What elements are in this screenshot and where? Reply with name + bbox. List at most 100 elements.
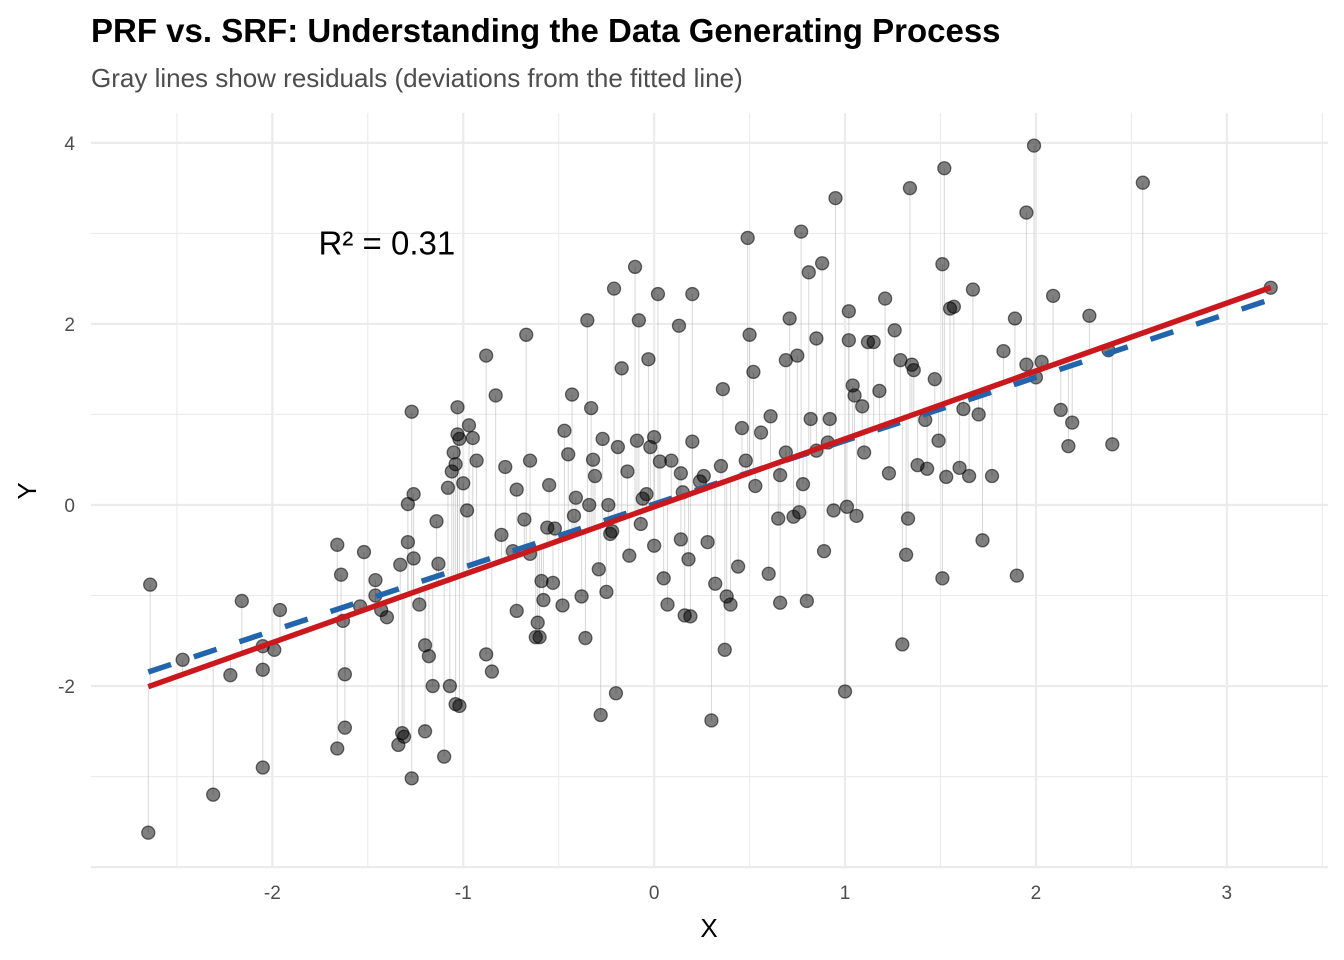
data-point: [379, 610, 395, 625]
r-squared-annotation: R² = 0.31: [319, 224, 456, 261]
data-point: [627, 259, 643, 275]
data-point: [856, 445, 872, 460]
data-point: [952, 460, 967, 476]
data-point: [532, 630, 547, 645]
data-point: [646, 429, 662, 445]
data-points: [141, 138, 1278, 840]
data-point: [484, 664, 500, 679]
data-point: [143, 577, 158, 592]
data-point: [872, 383, 887, 399]
data-point: [541, 477, 557, 493]
data-point: [748, 478, 763, 494]
data-point: [771, 511, 786, 526]
data-point: [822, 411, 837, 427]
data-point: [961, 468, 977, 484]
data-point: [965, 282, 981, 297]
data-point: [790, 348, 805, 363]
data-point: [479, 348, 494, 363]
data-point: [412, 597, 427, 612]
regression-lines: [147, 284, 1272, 690]
data-point: [574, 589, 589, 604]
data-point: [1065, 415, 1080, 430]
data-point: [631, 313, 647, 328]
x-tick-label: -2: [264, 883, 281, 904]
data-point: [599, 584, 614, 600]
data-point: [1019, 357, 1034, 372]
data-point: [927, 372, 942, 387]
y-tick-label: 2: [64, 315, 75, 336]
data-point: [809, 331, 824, 346]
data-point: [1105, 437, 1120, 452]
data-point: [555, 598, 570, 613]
srf-solid-line: [147, 284, 1272, 690]
data-point: [715, 381, 731, 397]
data-point: [646, 538, 662, 553]
data-point: [519, 327, 534, 342]
data-point: [841, 333, 857, 348]
data-point: [547, 521, 563, 536]
data-point: [1061, 438, 1076, 454]
data-point: [1009, 568, 1024, 583]
data-point: [700, 534, 715, 550]
data-point: [742, 327, 757, 342]
data-point: [545, 575, 561, 590]
data-point: [641, 352, 656, 367]
data-point: [429, 514, 444, 529]
data-point: [847, 388, 862, 403]
data-point: [337, 720, 353, 735]
y-tick-label: -2: [58, 677, 75, 698]
data-point: [931, 433, 946, 448]
data-point: [696, 468, 711, 484]
data-point: [604, 524, 620, 539]
data-point: [793, 224, 809, 239]
data-point: [740, 230, 755, 246]
data-point: [1045, 288, 1061, 304]
y-axis-ticks: -2 0 2 4: [58, 134, 75, 698]
data-point: [671, 318, 687, 333]
data-point: [984, 468, 1000, 484]
data-point: [814, 256, 830, 271]
data-point: [1135, 175, 1150, 190]
data-point: [855, 399, 870, 414]
data-point: [223, 668, 238, 683]
data-point: [708, 576, 723, 591]
data-point: [578, 630, 593, 646]
data-point: [517, 512, 532, 527]
data-point: [799, 593, 815, 609]
data-point: [610, 439, 626, 455]
data-point: [685, 286, 700, 302]
data-point: [939, 469, 954, 485]
data-point: [448, 457, 463, 472]
data-point: [660, 597, 675, 612]
data-point: [582, 497, 597, 513]
data-point: [437, 749, 452, 764]
data-point: [421, 649, 437, 664]
data-point: [450, 400, 465, 415]
data-point: [330, 537, 345, 552]
data-point: [935, 571, 950, 586]
data-point: [782, 311, 797, 326]
y-axis-title: Y: [12, 482, 42, 499]
data-point: [393, 557, 408, 572]
data-point: [803, 411, 818, 427]
data-point: [406, 551, 421, 566]
data-point: [681, 552, 696, 567]
data-point: [673, 532, 689, 547]
data-point: [368, 572, 383, 588]
data-point: [431, 556, 446, 571]
data-point: [1053, 402, 1068, 418]
data-point: [175, 652, 190, 667]
x-tick-label: 0: [649, 883, 660, 904]
data-point: [723, 597, 738, 612]
data-point: [1082, 308, 1097, 323]
y-tick-label: 4: [64, 134, 75, 155]
data-point: [440, 480, 456, 495]
data-point: [795, 477, 811, 492]
data-point: [459, 503, 475, 518]
data-point: [816, 544, 832, 559]
data-point: [906, 362, 921, 378]
data-point: [753, 425, 769, 440]
data-point: [971, 407, 986, 422]
data-point: [564, 387, 580, 402]
data-point: [333, 567, 349, 582]
